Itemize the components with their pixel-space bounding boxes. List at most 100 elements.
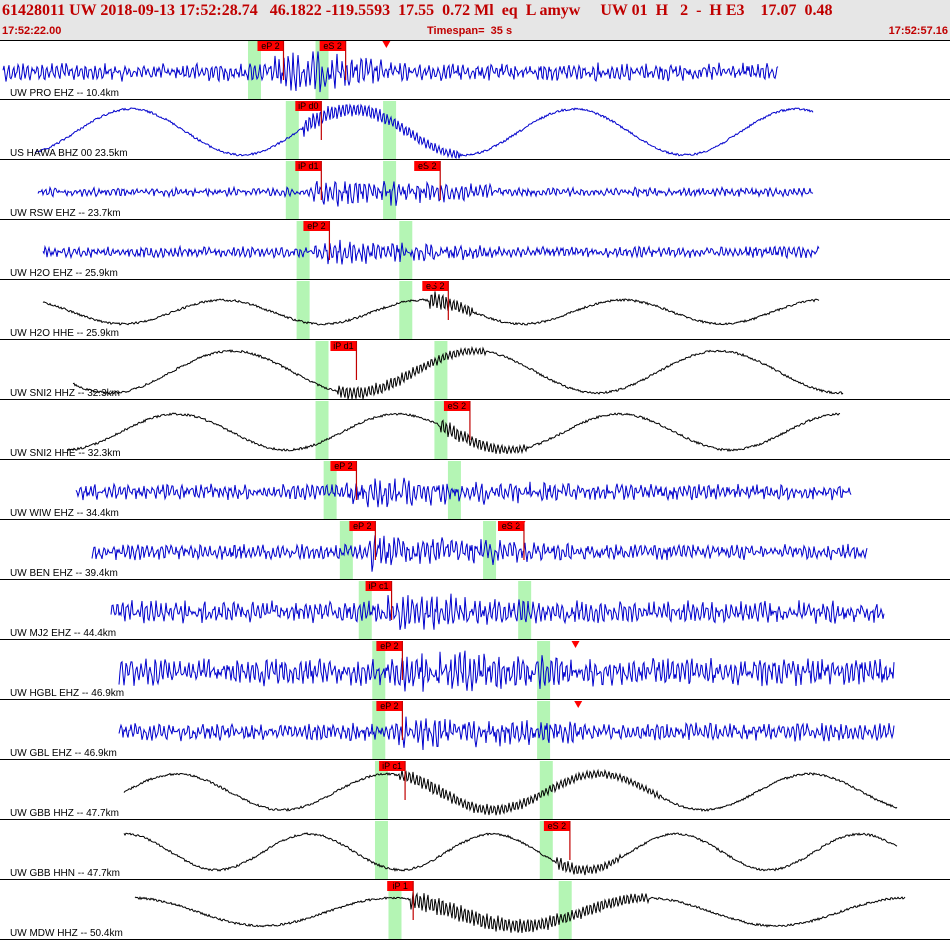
channel-label: US HAWA BHZ 00 23.5km [10, 148, 128, 159]
channel-label: UW GBB HHN -- 47.7km [10, 868, 120, 879]
waveform-trace [118, 716, 895, 751]
channel-row[interactable]: eS 2 UW H2O HHE -- 25.9km [0, 281, 950, 340]
pick-label: eS 2 [448, 401, 467, 411]
pick-label: eP 2 [353, 521, 371, 531]
channel-row[interactable]: eP 2 UW GBL EHZ -- 46.9km [0, 701, 950, 760]
phase-window [323, 461, 337, 519]
pick-flag[interactable] [543, 821, 570, 831]
event-header: 61428011 UW 2018-09-13 17:52:28.74 46.18… [0, 0, 950, 40]
pick-label: iP d1 [298, 161, 318, 171]
channel-row[interactable]: iP c1 UW MJ2 EHZ -- 44.4km [0, 581, 950, 640]
pick-flag[interactable] [414, 161, 441, 171]
pick-triangle-icon[interactable] [425, 161, 434, 168]
waveform-trace [2, 51, 779, 93]
pick-label: eS 2 [418, 161, 437, 171]
phase-window [374, 821, 388, 879]
pick-label: eP 2 [380, 641, 398, 651]
pick-flag[interactable] [257, 41, 284, 51]
channel-row[interactable]: iP d0 US HAWA BHZ 00 23.5km [0, 101, 950, 160]
channel-row[interactable]: eS 2 UW SNI2 HHE -- 32.3km [0, 401, 950, 460]
pick-flag[interactable] [376, 701, 403, 711]
waveform-trace [123, 832, 898, 876]
pick-flag[interactable] [387, 881, 414, 891]
pick-triangle-icon[interactable] [382, 41, 391, 48]
waveform-trace [118, 650, 895, 692]
channel-label: UW RSW EHZ -- 23.7km [10, 208, 121, 219]
event-summary: 61428011 UW 2018-09-13 17:52:28.74 46.18… [2, 2, 833, 19]
phase-window [285, 101, 299, 159]
pick-label: iP c1 [369, 581, 389, 591]
pick-flag[interactable] [443, 401, 470, 411]
pick-flag[interactable] [295, 101, 322, 111]
channel-label: UW GBB HHZ -- 47.7km [10, 808, 119, 819]
pick-flag[interactable] [497, 521, 524, 531]
phase-window [539, 821, 553, 879]
pick-label: eS 2 [502, 521, 521, 531]
phase-window [374, 761, 388, 819]
pick-label: iP 1 [393, 881, 408, 891]
channel-row[interactable]: eP 2 UW HGBL EHZ -- 46.9km [0, 641, 950, 700]
channel-row[interactable]: eP 2 UW WIW EHZ -- 34.4km [0, 461, 950, 520]
channel-label: UW SNI2 HHZ -- 32.3km [10, 388, 120, 399]
pick-flag[interactable] [349, 521, 376, 531]
seismogram-panel[interactable]: eP 2 eS 2 UW PRO EHZ -- 10.4km iP d0 US HAWA… [0, 40, 950, 940]
waveform-trace [123, 768, 898, 816]
phase-window [558, 881, 572, 939]
channel-row[interactable]: iP 1 UW MDW HHZ -- 50.4km [0, 881, 950, 940]
pick-label: eP 2 [261, 41, 279, 51]
channel-label: UW MDW HHZ -- 50.4km [10, 928, 123, 939]
channel-row[interactable]: iP d1 UW SNI2 HHZ -- 32.3km [0, 341, 950, 400]
pick-flag[interactable] [295, 161, 322, 171]
pick-label: iP c1 [382, 761, 402, 771]
pick-label: iP d1 [333, 341, 353, 351]
pick-flag[interactable] [365, 581, 392, 591]
channel-row[interactable]: iP c1 UW GBB HHZ -- 47.7km [0, 761, 950, 820]
pick-triangle-icon[interactable] [428, 281, 437, 288]
pick-flag[interactable] [330, 461, 357, 471]
channel-row[interactable]: eP 2 UW H2O EHZ -- 25.9km [0, 221, 950, 280]
channel-label: UW MJ2 EHZ -- 44.4km [10, 628, 116, 639]
pick-flag[interactable] [303, 221, 330, 231]
waveform-trace [42, 239, 820, 265]
pick-triangle-icon[interactable] [571, 641, 580, 648]
waveform-trace [134, 891, 906, 934]
phase-window [247, 41, 261, 99]
start-time: 17:52:22.00 [2, 25, 62, 37]
waveform-trace [67, 412, 841, 455]
pick-flag[interactable] [319, 41, 346, 51]
channel-row[interactable]: eS 2 UW GBB HHN -- 47.7km [0, 821, 950, 880]
phase-window [383, 101, 397, 159]
pick-flag[interactable] [379, 761, 406, 771]
waveform-trace [42, 291, 820, 326]
waveform-trace [75, 477, 852, 508]
pick-triangle-icon[interactable] [574, 701, 583, 708]
channel-label: UW SNI2 HHE -- 32.3km [10, 448, 121, 459]
channel-label: UW BEN EHZ -- 39.4km [10, 568, 118, 579]
pick-triangle-icon[interactable] [517, 521, 526, 528]
waveform-trace [37, 180, 814, 207]
pick-label: eS 2 [426, 281, 445, 291]
channel-label: UW GBL EHZ -- 46.9km [10, 748, 117, 759]
phase-window [483, 521, 497, 579]
channel-row[interactable]: eP 2 eS 2 UW BEN EHZ -- 39.4km [0, 521, 950, 580]
pick-flag[interactable] [330, 341, 357, 351]
channel-label: UW H2O EHZ -- 25.9km [10, 268, 118, 279]
channel-row[interactable]: eP 2 eS 2 UW PRO EHZ -- 10.4km [0, 41, 950, 100]
phase-window [296, 221, 310, 279]
phase-window [434, 341, 448, 399]
channel-label: UW H2O HHE -- 25.9km [10, 328, 119, 339]
pick-label: eP 2 [380, 701, 398, 711]
pick-flag[interactable] [422, 281, 449, 291]
pick-flag[interactable] [376, 641, 403, 651]
pick-label: eP 2 [334, 461, 352, 471]
phase-window [399, 281, 413, 339]
end-time: 17:52:57.16 [888, 25, 948, 37]
pick-label: iP d0 [298, 101, 318, 111]
channel-label: UW WIW EHZ -- 34.4km [10, 508, 119, 519]
pick-label: eS 2 [548, 821, 567, 831]
pick-label: eP 2 [307, 221, 325, 231]
phase-window [537, 701, 551, 759]
channel-label: UW PRO EHZ -- 10.4km [10, 88, 119, 99]
phase-window [315, 341, 329, 399]
channel-row[interactable]: iP d1 eS 2 UW RSW EHZ -- 23.7km [0, 161, 950, 220]
